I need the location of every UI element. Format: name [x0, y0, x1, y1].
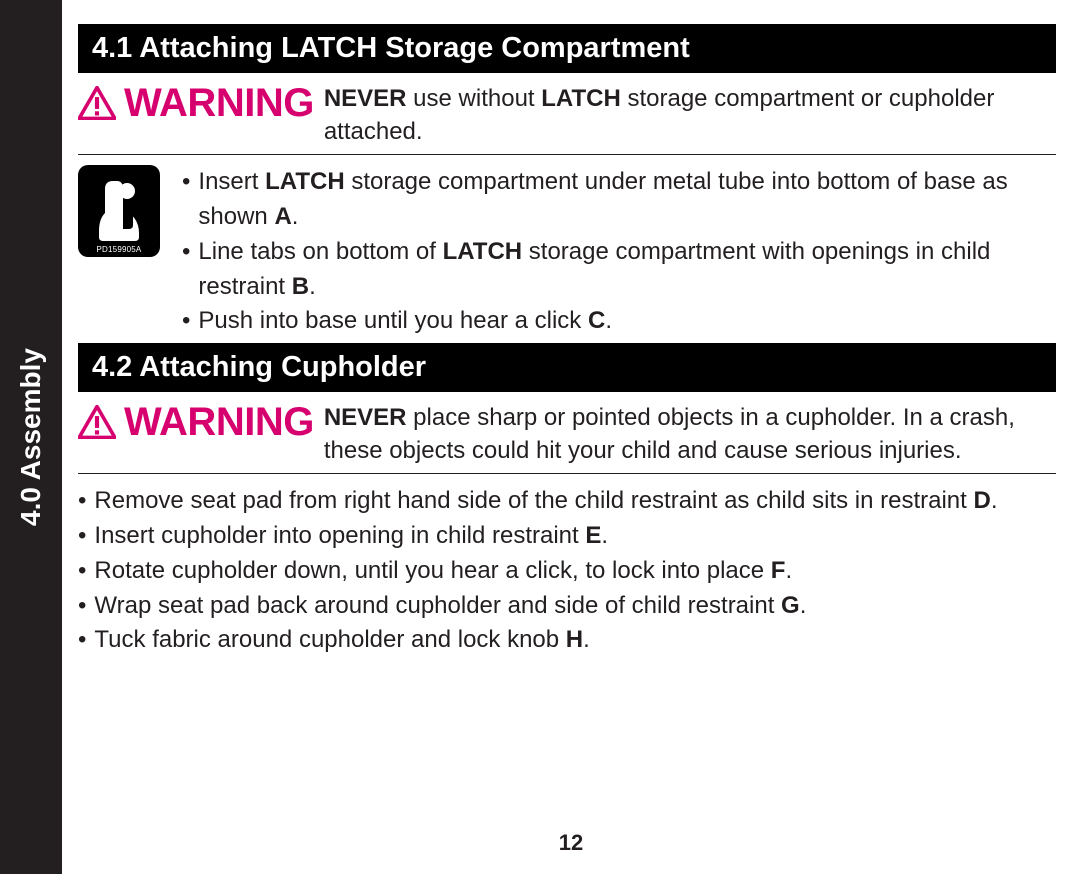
warning-text-1: NEVER use without LATCH storage compartm… [324, 81, 1056, 148]
warning-triangle-icon [78, 405, 116, 439]
warning-label-2: WARNING [78, 400, 324, 442]
car-seat-icon: PD159905A [78, 165, 160, 257]
list-item: Insert LATCH storage compartment under m… [180, 165, 1056, 235]
section-1-heading: 4.1 Attaching LATCH Storage Compartment [78, 24, 1056, 73]
warning-word: WARNING [124, 83, 314, 123]
warning-block-2: WARNING NEVER place sharp or pointed obj… [78, 400, 1056, 474]
warning-block-1: WARNING NEVER use without LATCH storage … [78, 81, 1056, 155]
section-2-heading: 4.2 Attaching Cupholder [78, 343, 1056, 392]
list-item: Insert cupholder into opening in child r… [78, 519, 1056, 554]
list-item: Push into base until you hear a click C. [180, 304, 1056, 339]
side-tab: 4.0 Assembly [0, 0, 62, 874]
section-2-bullets: Remove seat pad from right hand side of … [78, 484, 1056, 658]
side-tab-label: 4.0 Assembly [15, 348, 47, 526]
seat-icon-code: PD159905A [97, 245, 142, 254]
warning-word: WARNING [124, 402, 314, 442]
list-item: Line tabs on bottom of LATCH storage com… [180, 235, 1056, 305]
warning-text-2: NEVER place sharp or pointed objects in … [324, 400, 1056, 467]
warning-triangle-icon [78, 86, 116, 120]
warning-label-1: WARNING [78, 81, 324, 123]
section-1-bullets: Insert LATCH storage compartment under m… [174, 165, 1056, 339]
section-1-instructions: PD159905A Insert LATCH storage compartme… [78, 165, 1056, 339]
list-item: Rotate cupholder down, until you hear a … [78, 554, 1056, 589]
page-content: 4.1 Attaching LATCH Storage Compartment … [78, 24, 1056, 658]
list-item: Tuck fabric around cupholder and lock kn… [78, 623, 1056, 658]
page-number: 12 [62, 830, 1080, 856]
list-item: Remove seat pad from right hand side of … [78, 484, 1056, 519]
list-item: Wrap seat pad back around cupholder and … [78, 589, 1056, 624]
